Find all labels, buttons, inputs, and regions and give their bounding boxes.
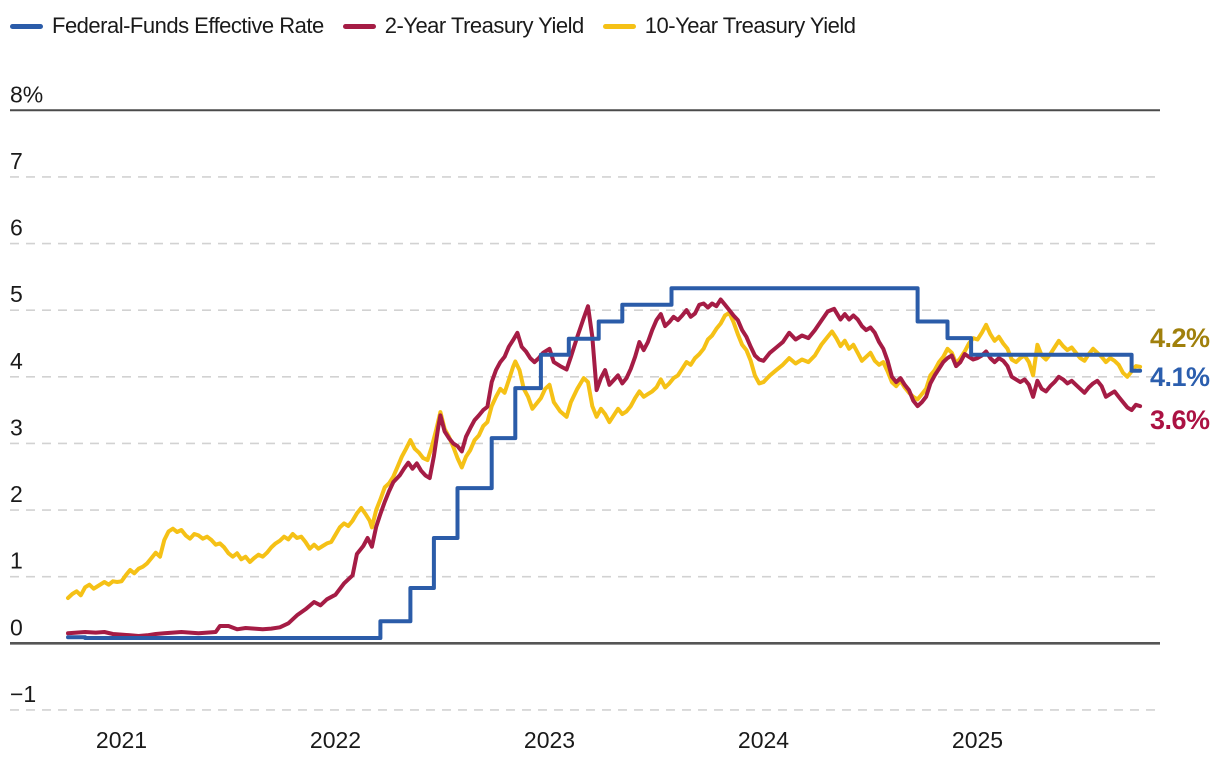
two-year-line-swatch-icon [342, 23, 376, 29]
legend: Federal-Funds Effective Rate 2-Year Trea… [10, 13, 856, 39]
y-axis-tick-label: 8% [10, 81, 43, 107]
legend-label: 2-Year Treasury Yield [384, 13, 585, 38]
x-axis-tick-label: 2024 [738, 727, 789, 753]
federal-funds-effective-rate-line [66, 286, 1143, 640]
legend-label: Federal-Funds Effective Rate [52, 13, 324, 38]
end-value-label-10yr: 4.2% [1150, 323, 1210, 353]
fed-funds-line-swatch-icon [10, 23, 43, 29]
x-axis-tick-label: 2021 [96, 727, 147, 753]
y-axis-tick-label: 7 [10, 148, 23, 174]
x-axis-tick-label: 2022 [310, 727, 361, 753]
legend-label: 10-Year Treasury Yield [644, 13, 856, 38]
y-axis-tick-label: 5 [10, 281, 23, 307]
legend-item-2yr-treasury: 2-Year Treasury Yield [342, 13, 585, 39]
y-axis-tick-label: 3 [10, 414, 23, 440]
x-axis-tick-label: 2025 [952, 727, 1003, 753]
10-year-treasury-yield-line [66, 310, 1143, 600]
y-axis-tick-label: 1 [10, 548, 23, 574]
y-axis-tick-label: 4 [10, 348, 23, 374]
legend-item-fed-funds: Federal-Funds Effective Rate [10, 13, 324, 39]
end-value-label-2yr: 3.6% [1150, 405, 1210, 435]
x-axis-tick-label: 2023 [524, 727, 575, 753]
y-axis-tick-label: 2 [10, 481, 23, 507]
end-value-label-fed-funds: 4.1% [1150, 362, 1210, 392]
legend-item-10yr-treasury: 10-Year Treasury Yield [602, 13, 856, 39]
2-year-treasury-yield-line [66, 297, 1143, 638]
ten-year-line-swatch-icon [602, 23, 636, 29]
y-axis-tick-label: 0 [10, 614, 23, 640]
y-axis-tick-label: −1 [10, 681, 36, 707]
y-axis-tick-label: 6 [10, 215, 23, 241]
